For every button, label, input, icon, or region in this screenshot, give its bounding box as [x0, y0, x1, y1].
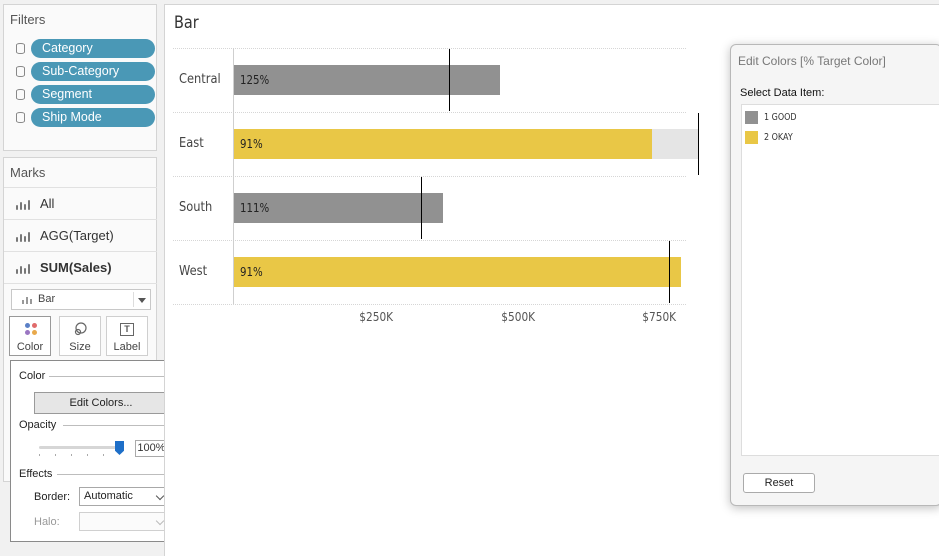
sales-bar[interactable] — [234, 65, 500, 95]
opacity-slider-track — [39, 446, 119, 449]
halo-dropdown — [79, 512, 168, 531]
x-axis-tick-label: $750K — [642, 310, 677, 324]
marks-row-sales[interactable]: SUM(Sales) — [4, 251, 157, 283]
x-axis-tick-label: $250K — [359, 310, 394, 324]
region-label: East — [179, 136, 204, 151]
opacity-slider-thumb[interactable] — [115, 441, 124, 455]
color-tile-label: Color — [16, 341, 44, 353]
dropdown-arrow-icon — [138, 298, 146, 303]
opacity-slider[interactable] — [39, 441, 124, 461]
target-reference-line[interactable] — [698, 113, 699, 175]
border-value: Automatic — [84, 490, 133, 502]
mark-type-dropdown[interactable]: Bar — [11, 289, 151, 310]
edit-colors-dialog: Edit Colors [% Target Color] Select Data… — [730, 44, 939, 506]
data-item-good[interactable]: 1 GOOD — [745, 110, 935, 126]
reset-button[interactable]: Reset — [743, 473, 815, 493]
opacity-section-title: Opacity — [19, 419, 57, 431]
data-item-okay[interactable]: 2 OKAY — [745, 130, 935, 146]
chevron-down-icon — [155, 491, 165, 501]
y-axis-line — [233, 48, 234, 304]
marks-row-target[interactable]: AGG(Target) — [4, 219, 157, 251]
color-swatch — [745, 111, 758, 124]
database-icon — [16, 112, 25, 123]
label-tile-label: Label — [113, 341, 141, 353]
bar-chart-icon — [16, 264, 30, 274]
marks-row-label: SUM(Sales) — [40, 260, 112, 275]
row-divider — [173, 48, 686, 49]
bar-chart-icon — [16, 200, 30, 210]
sales-bar[interactable] — [234, 129, 653, 159]
database-icon — [16, 43, 25, 54]
mark-type-value: Bar — [38, 293, 56, 305]
dialog-title: Edit Colors [% Target Color] — [738, 54, 886, 68]
data-item-label: 2 OKAY — [764, 132, 793, 143]
row-divider — [173, 304, 686, 305]
bar-data-label: 91% — [240, 137, 263, 151]
x-axis-tick-label: $500K — [501, 310, 535, 324]
bar-data-label: 125% — [240, 73, 270, 87]
filter-pill-segment[interactable]: Segment — [31, 85, 155, 104]
color-tile[interactable]: Color — [9, 316, 51, 356]
row-divider — [173, 112, 686, 113]
color-dots-icon — [25, 323, 39, 337]
bar-data-label: 111% — [240, 201, 270, 215]
bar-chart-icon — [22, 295, 34, 304]
data-item-label: 1 GOOD — [764, 112, 797, 123]
marks-row-label: All — [40, 196, 55, 211]
filter-pill-sub-category[interactable]: Sub-Category — [31, 62, 155, 81]
target-reference-line[interactable] — [449, 49, 450, 111]
size-tile-label: Size — [69, 341, 91, 353]
target-reference-line[interactable] — [421, 177, 422, 239]
database-icon — [16, 89, 25, 100]
filter-pill-category[interactable]: Category — [31, 39, 155, 58]
size-tile[interactable]: Size — [59, 316, 101, 356]
sheet-title: Bar — [174, 13, 199, 33]
filters-panel: Filters Category Sub-Category Segment Sh… — [3, 4, 157, 151]
size-icon — [74, 322, 87, 336]
filters-title: Filters — [10, 12, 46, 27]
text-label-icon: T — [120, 323, 134, 336]
label-tile[interactable]: T Label — [106, 316, 148, 356]
color-swatch — [745, 131, 758, 144]
sales-bar[interactable] — [234, 257, 681, 287]
chevron-down-icon — [155, 516, 165, 526]
data-item-list[interactable]: 1 GOOD 2 OKAY — [741, 104, 939, 456]
filter-pill-ship-mode[interactable]: Ship Mode — [31, 108, 155, 127]
database-icon — [16, 66, 25, 77]
region-label: South — [179, 200, 213, 215]
row-divider — [173, 240, 686, 241]
row-divider — [173, 176, 686, 177]
marks-row-all[interactable]: All — [4, 187, 157, 219]
bar-data-label: 91% — [240, 265, 263, 279]
effects-section-title: Effects — [19, 468, 53, 480]
target-reference-line[interactable] — [669, 241, 670, 303]
bar-chart-icon — [16, 232, 30, 242]
color-popup: Color Edit Colors... Opacity 100% Effect… — [10, 360, 192, 542]
halo-label: Halo: — [34, 516, 60, 528]
marks-title: Marks — [10, 165, 46, 180]
border-dropdown[interactable]: Automatic — [79, 487, 168, 506]
border-label: Border: — [34, 491, 71, 503]
marks-row-label: AGG(Target) — [40, 228, 114, 243]
select-data-item-label: Select Data Item: — [740, 87, 825, 99]
region-label: West — [179, 264, 208, 279]
region-label: Central — [179, 72, 221, 87]
edit-colors-button[interactable]: Edit Colors... — [34, 392, 168, 414]
color-section-title: Color — [19, 370, 46, 382]
sales-bar[interactable] — [234, 193, 444, 223]
